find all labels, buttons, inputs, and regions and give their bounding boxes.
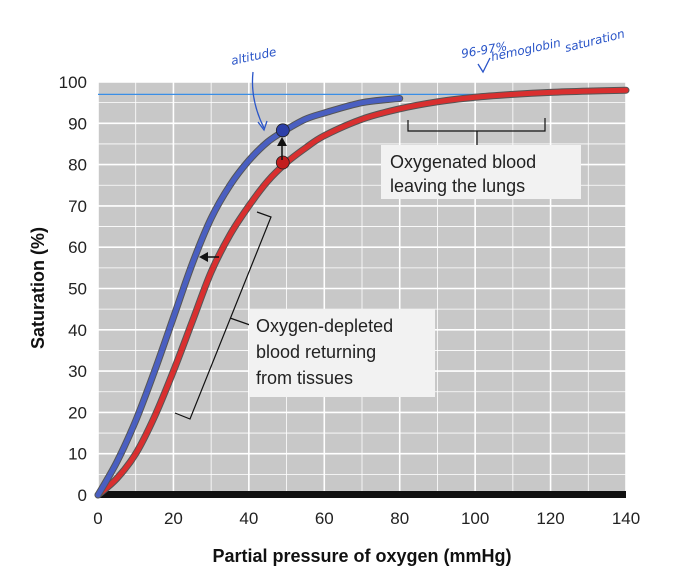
depleted-callout-line2: blood returning — [256, 342, 376, 362]
x-ticks: 0 20 40 60 80 100 120 140 — [93, 509, 640, 528]
oxygenated-callout-line1: Oxygenated blood — [390, 152, 536, 172]
y-tick-label: 10 — [68, 445, 87, 464]
depleted-callout-line3: from tissues — [256, 368, 353, 388]
vertical-shift-arrowhead — [277, 137, 287, 146]
y-tick-label: 50 — [68, 280, 87, 299]
x-axis-baseline — [98, 491, 626, 498]
curves — [94, 86, 630, 499]
y-tick-label: 70 — [68, 197, 87, 216]
x-tick-label: 80 — [390, 509, 409, 528]
altitude-note-arrow — [251, 71, 265, 129]
y-axis-label: Saturation (%) — [28, 227, 48, 349]
oxygenated-bracket — [407, 118, 546, 145]
grid — [97, 81, 627, 496]
x-tick-label: 140 — [612, 509, 640, 528]
red-curve-point — [275, 155, 290, 170]
altitude-note: altitude — [230, 45, 278, 68]
y-tick-label: 0 — [78, 486, 87, 505]
x-tick-label: 120 — [536, 509, 564, 528]
x-tick-label: 100 — [461, 509, 489, 528]
y-tick-label: 80 — [68, 156, 87, 175]
x-tick-label: 40 — [239, 509, 258, 528]
y-tick-label: 90 — [68, 114, 87, 133]
y-tick-label: 100 — [59, 73, 87, 92]
oxygenated-callout-box — [381, 145, 581, 199]
depleted-callout-line1: Oxygen-depleted — [256, 316, 393, 336]
saturation-note-line3: saturation — [563, 27, 626, 55]
depleted-bracket — [174, 211, 272, 420]
y-tick-label: 60 — [68, 238, 87, 257]
y-tick-label: 20 — [68, 403, 87, 422]
blue-curve — [95, 96, 403, 498]
blue-curve-point — [275, 123, 290, 138]
x-tick-label: 60 — [315, 509, 334, 528]
horizontal-shift-arrowhead — [199, 252, 208, 262]
x-tick-label: 0 — [93, 509, 102, 528]
oxygenated-callout-line2: leaving the lungs — [390, 176, 525, 196]
altitude-note-arrowhead — [257, 120, 268, 132]
x-axis-label: Partial pressure of oxygen (mmHg) — [212, 546, 511, 566]
depleted-callout-box — [249, 309, 435, 397]
checkmark-icon — [477, 57, 491, 74]
y-tick-label: 40 — [68, 321, 87, 340]
x-tick-label: 20 — [164, 509, 183, 528]
y-tick-label: 30 — [68, 362, 87, 381]
y-ticks: 0 10 20 30 40 50 60 70 80 90 100 — [59, 73, 87, 505]
